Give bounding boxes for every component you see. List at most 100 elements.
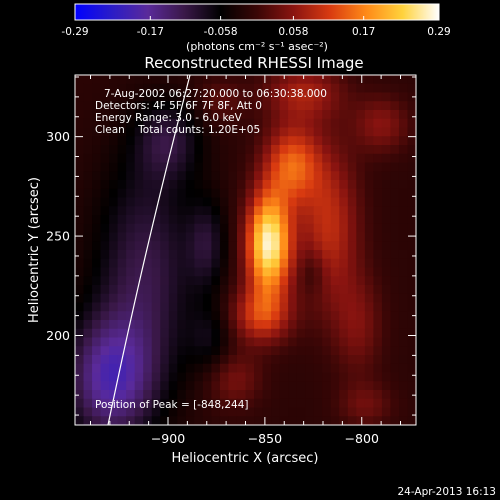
heatmap-cell — [236, 127, 247, 137]
heatmap-cell — [339, 337, 349, 347]
heatmap-cell — [390, 250, 400, 260]
heatmap-cell — [194, 267, 204, 277]
heatmap-cell — [236, 250, 247, 260]
heatmap-cell — [407, 101, 416, 111]
heatmap-cell — [305, 276, 315, 286]
heatmap-cell — [143, 416, 153, 425]
heatmap-cell — [416, 285, 425, 294]
heatmap-cell — [177, 136, 187, 146]
heatmap-cell — [143, 206, 153, 216]
heatmap-cell — [330, 136, 340, 146]
heatmap-cell — [305, 136, 315, 146]
heatmap-cell — [322, 171, 332, 181]
heatmap-cell — [186, 425, 195, 434]
heatmap-cell — [245, 162, 255, 172]
heatmap-cell — [177, 407, 187, 417]
heatmap-cell — [347, 75, 357, 85]
heatmap-cell — [313, 285, 323, 295]
heatmap-cell — [271, 162, 281, 172]
heatmap-cell — [347, 381, 357, 391]
heatmap-cell — [305, 101, 315, 111]
heatmap-cell — [373, 320, 383, 330]
heatmap-cell — [416, 338, 425, 347]
heatmap-cell — [279, 258, 289, 269]
heatmap-cell — [151, 267, 161, 277]
heatmap-cell — [219, 346, 230, 356]
heatmap-cell — [356, 136, 366, 146]
heatmap-cell — [356, 328, 366, 339]
heatmap-cell — [236, 328, 247, 339]
heatmap-cell — [381, 197, 392, 207]
heatmap-cell — [339, 215, 349, 225]
heatmap-cell — [237, 425, 246, 434]
heatmap-cell — [364, 346, 374, 356]
heatmap-cell — [177, 145, 187, 155]
heatmap-cell — [100, 311, 110, 321]
heatmap-cell — [398, 390, 409, 400]
heatmap-cell — [135, 425, 144, 434]
heatmap-cell — [416, 373, 425, 382]
heatmap-cell — [245, 398, 255, 409]
heatmap-cell — [373, 311, 383, 321]
heatmap-cell — [356, 267, 366, 277]
heatmap-cell — [92, 293, 102, 304]
heatmap-cell — [194, 110, 204, 120]
heatmap-cell — [134, 197, 144, 207]
heatmap-cell — [296, 267, 306, 277]
heatmap-cell — [109, 171, 119, 181]
heatmap-cell — [160, 363, 170, 374]
heatmap-cell — [296, 328, 306, 339]
heatmap-cell — [347, 171, 357, 181]
heatmap-cell — [211, 127, 221, 137]
heatmap-cell — [390, 110, 400, 120]
heatmap-cell — [75, 206, 85, 216]
heatmap-cell — [398, 337, 409, 347]
heatmap-cell — [143, 110, 153, 120]
heatmap-cell — [254, 416, 264, 425]
heatmap-cell — [75, 276, 85, 286]
heatmap-cell — [271, 346, 281, 356]
heatmap-cell — [373, 162, 383, 172]
heatmap-cell — [313, 258, 323, 269]
heatmap-cell — [194, 206, 204, 216]
heatmap-cell — [168, 188, 178, 199]
heatmap-cell — [390, 136, 400, 146]
heatmap-cell — [381, 101, 392, 111]
heatmap-cell — [271, 398, 281, 409]
heatmap-cell — [126, 250, 136, 260]
heatmap-cell — [160, 153, 170, 164]
y-tick-label: 300 — [46, 129, 70, 144]
heatmap-cell — [262, 267, 272, 277]
heatmap-cell — [381, 258, 392, 269]
heatmap-cell — [262, 136, 272, 146]
heatmap-cell — [92, 83, 102, 94]
heatmap-cell — [117, 153, 127, 164]
heatmap-cell — [202, 372, 212, 382]
heatmap-cell — [92, 258, 102, 269]
heatmap-cell — [330, 153, 340, 164]
heatmap-cell — [339, 328, 349, 339]
heatmap-cell — [92, 311, 102, 321]
heatmap-cell — [194, 337, 204, 347]
heatmap-cell — [356, 92, 366, 102]
heatmap-cell — [381, 328, 392, 339]
heatmap-cell — [75, 223, 85, 234]
heatmap-cell — [75, 145, 85, 155]
colorbar-unit-label: (photons cm⁻² s⁻¹ asec⁻²) — [186, 40, 328, 53]
heatmap-cell — [160, 75, 170, 85]
heatmap-cell — [382, 425, 391, 434]
heatmap-cell — [211, 241, 221, 251]
heatmap-cell — [117, 363, 127, 374]
heatmap-cell — [279, 110, 289, 120]
heatmap-cell — [407, 381, 416, 391]
heatmap-cell — [339, 110, 349, 120]
heatmap-cell — [100, 136, 110, 146]
heatmap-cell — [254, 92, 264, 102]
heatmap-cell — [271, 197, 281, 207]
heatmap-cell — [245, 153, 255, 164]
heatmap-cell — [373, 206, 383, 216]
heatmap-cell — [279, 285, 289, 295]
heatmap-cell — [322, 407, 332, 417]
heatmap-cell — [347, 241, 357, 251]
